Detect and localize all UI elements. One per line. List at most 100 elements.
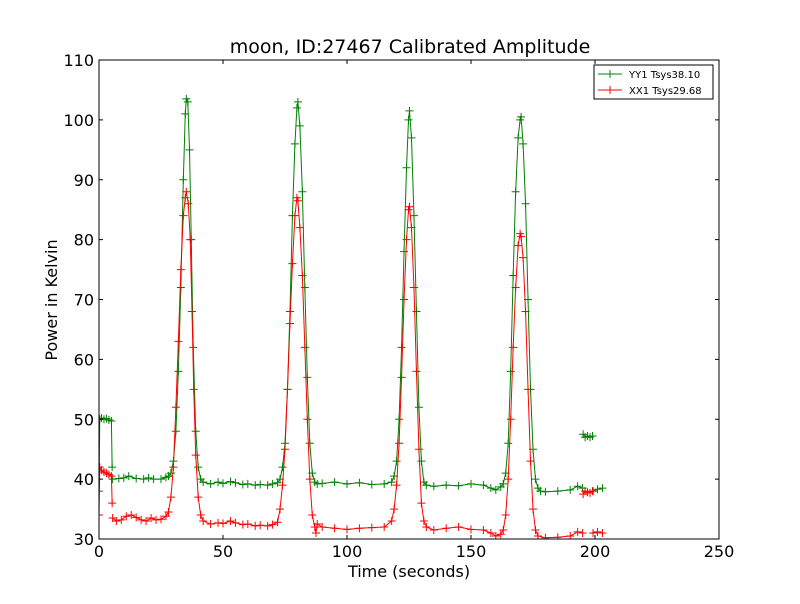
data-point-marker	[400, 247, 409, 256]
data-point-marker	[519, 139, 528, 148]
data-point-marker	[238, 480, 247, 489]
data-point-marker	[412, 367, 421, 376]
data-point-marker	[166, 493, 175, 502]
data-point-marker	[422, 481, 431, 490]
data-point-marker	[298, 271, 307, 280]
data-point-marker	[392, 481, 401, 490]
data-point-marker	[454, 481, 463, 490]
x-tick-label: 250	[704, 542, 735, 561]
data-point-marker	[509, 271, 518, 280]
data-point-marker	[578, 529, 587, 538]
x-axis-label: Time (seconds)	[347, 562, 470, 581]
data-point-marker	[409, 211, 418, 220]
data-point-marker	[219, 519, 227, 528]
data-point-marker	[529, 505, 537, 514]
data-point-marker	[268, 520, 277, 529]
data-point-marker	[355, 478, 364, 487]
data-point-marker	[504, 439, 513, 448]
data-point-marker	[107, 472, 116, 481]
data-point-marker	[573, 527, 582, 536]
data-point-marker	[541, 487, 550, 496]
data-point-marker	[278, 481, 287, 490]
data-point-marker	[182, 187, 191, 196]
data-point-marker	[112, 517, 121, 526]
data-point-marker	[174, 337, 183, 346]
data-point-marker	[174, 367, 183, 376]
data-point-marker	[312, 529, 320, 538]
data-point-marker	[290, 211, 299, 220]
data-point-marker	[553, 487, 562, 496]
data-point-marker	[454, 523, 463, 532]
data-point-marker	[496, 530, 505, 539]
data-point-marker	[395, 415, 404, 424]
data-point-marker	[181, 109, 190, 118]
data-point-marker	[367, 480, 376, 489]
data-point-marker	[161, 512, 170, 521]
data-point-marker	[313, 479, 322, 488]
data-point-marker	[593, 527, 602, 536]
data-point-marker	[132, 474, 141, 483]
data-point-marker	[184, 199, 193, 208]
data-point-marker	[122, 512, 131, 521]
data-point-marker	[169, 463, 178, 472]
data-point-marker	[506, 415, 515, 424]
data-point-marker	[397, 343, 406, 352]
data-point-marker	[114, 474, 123, 483]
data-point-marker	[303, 373, 312, 382]
data-point-marker	[189, 385, 198, 394]
legend-marker	[606, 86, 614, 94]
data-point-marker	[194, 463, 203, 472]
data-point-marker	[108, 463, 117, 472]
data-point-marker	[231, 518, 240, 527]
data-point-marker	[514, 241, 523, 250]
data-point-marker	[179, 175, 188, 184]
data-point-marker	[541, 533, 550, 539]
data-point-marker	[183, 97, 192, 106]
data-point-marker	[479, 526, 488, 535]
y-tick-label: 70	[74, 291, 94, 310]
data-point-marker	[509, 343, 518, 352]
data-point-marker	[499, 526, 508, 535]
data-point-marker	[251, 521, 260, 530]
data-point-marker	[298, 187, 307, 196]
data-point-marker	[588, 432, 597, 441]
data-point-marker	[273, 518, 282, 527]
data-point-marker	[531, 475, 540, 484]
legend-label: XX1 Tsys29.68	[629, 86, 702, 97]
data-point-marker	[243, 479, 252, 488]
data-point-marker	[144, 473, 153, 482]
data-point-marker	[442, 524, 451, 533]
data-point-marker	[486, 529, 495, 538]
data-point-marker	[380, 479, 389, 488]
data-point-marker	[467, 525, 475, 534]
data-point-marker	[318, 479, 327, 488]
data-point-marker	[511, 283, 520, 292]
data-point-marker	[479, 481, 488, 490]
data-point-marker	[566, 485, 575, 494]
data-point-marker	[293, 97, 302, 106]
data-point-marker	[598, 529, 607, 538]
data-point-marker	[186, 235, 195, 244]
data-point-marker	[231, 478, 240, 487]
data-point-marker	[504, 475, 513, 484]
data-point-marker	[99, 511, 103, 520]
data-point-marker	[139, 475, 148, 484]
data-point-marker	[405, 202, 414, 211]
data-point-marker	[573, 482, 582, 491]
data-point-marker	[117, 515, 126, 524]
y-tick-label: 100	[63, 111, 94, 130]
y-tick-label: 90	[74, 171, 94, 190]
legend-marker	[606, 70, 614, 78]
data-point-marker	[313, 520, 322, 529]
data-point-marker	[124, 472, 133, 481]
y-tick-label: 80	[74, 231, 94, 250]
data-point-marker	[157, 515, 165, 524]
data-point-marker	[318, 523, 327, 532]
data-point-marker	[179, 211, 188, 220]
data-point-marker	[199, 478, 208, 487]
data-point-marker	[295, 121, 304, 130]
data-point-marker	[395, 439, 404, 448]
data-point-marker	[188, 307, 196, 316]
data-point-marker	[137, 515, 146, 524]
data-point-marker	[407, 223, 416, 232]
